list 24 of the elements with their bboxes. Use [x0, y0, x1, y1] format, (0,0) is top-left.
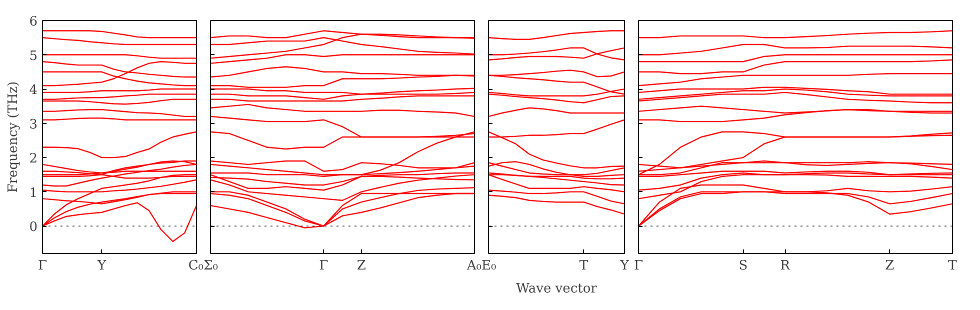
x-tick-label: R: [780, 258, 792, 274]
y-tick-label: 2: [29, 152, 38, 167]
x-tick-label: E₀: [482, 258, 496, 274]
x-tick-label: A₀: [466, 258, 482, 274]
y-tick-label: 1: [29, 186, 38, 201]
x-tick-label: T: [948, 258, 958, 274]
y-tick-label: 3: [29, 117, 38, 132]
x-tick-label: T: [579, 258, 588, 274]
x-tick-label: Σ₀: [204, 258, 218, 274]
y-tick-label: 6: [29, 14, 38, 30]
x-tick-label: Z: [885, 258, 894, 274]
x-tick-label: Γ: [38, 258, 48, 274]
y-tick-label: 4: [29, 83, 38, 98]
x-tick-label: S: [738, 258, 748, 274]
x-tick-label: Γ: [634, 258, 644, 274]
x-tick-label: Y: [96, 258, 106, 274]
y-tick-label: 5: [29, 48, 38, 64]
x-axis-title: Wave vector: [516, 282, 598, 296]
y-axis-title: Frequency (THz): [6, 81, 22, 193]
x-tick-label: C₀: [188, 258, 204, 274]
x-tick-label: Y: [619, 258, 630, 274]
x-tick-label: Γ: [319, 258, 328, 274]
x-tick-label: Z: [356, 258, 366, 274]
y-tick-label: 0: [29, 220, 38, 236]
